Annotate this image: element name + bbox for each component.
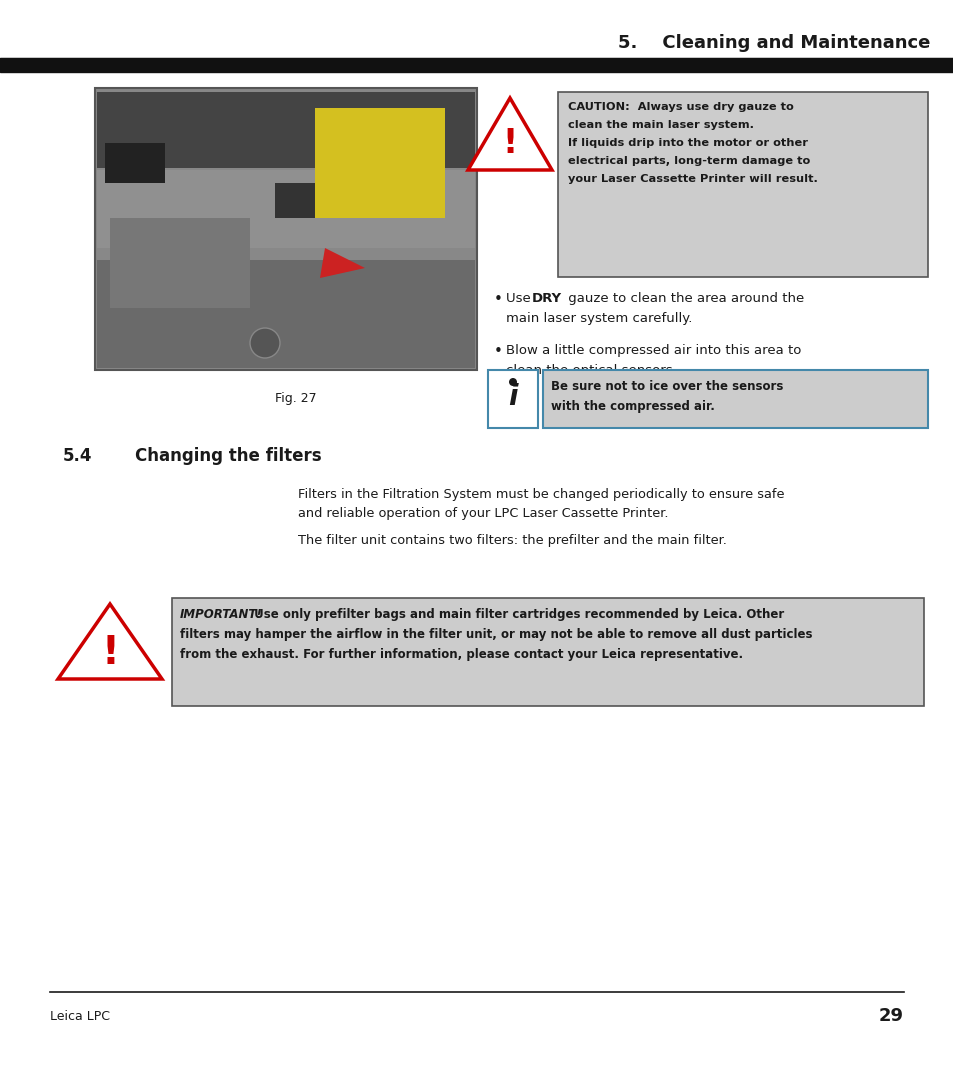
Text: Use only prefilter bags and main filter cartridges recommended by Leica. Other: Use only prefilter bags and main filter … <box>250 608 783 621</box>
Text: gauze to clean the area around the: gauze to clean the area around the <box>563 292 803 305</box>
Text: with the compressed air.: with the compressed air. <box>551 400 714 413</box>
Circle shape <box>250 328 280 357</box>
Bar <box>110 218 250 308</box>
Text: DRY: DRY <box>532 292 561 305</box>
Bar <box>97 170 475 248</box>
Circle shape <box>509 378 517 386</box>
Text: filters may hamper the airflow in the filter unit, or may not be able to remove : filters may hamper the airflow in the fi… <box>180 627 812 642</box>
Polygon shape <box>468 98 552 170</box>
Text: electrical parts, long-term damage to: electrical parts, long-term damage to <box>567 156 809 166</box>
Text: Filters in the Filtration System must be changed periodically to ensure safe: Filters in the Filtration System must be… <box>297 488 783 501</box>
Text: •: • <box>493 292 502 307</box>
Bar <box>558 92 927 276</box>
Bar <box>97 92 475 168</box>
Bar <box>97 260 475 368</box>
Text: clean the optical sensors.: clean the optical sensors. <box>505 364 676 377</box>
Text: Be sure not to ice over the sensors: Be sure not to ice over the sensors <box>551 380 782 393</box>
Text: !: ! <box>101 634 119 672</box>
Text: CAUTION:  Always use dry gauze to: CAUTION: Always use dry gauze to <box>567 102 793 112</box>
Text: 5.4: 5.4 <box>63 447 92 465</box>
Text: If liquids drip into the motor or other: If liquids drip into the motor or other <box>567 138 807 148</box>
Text: from the exhaust. For further information, please contact your Leica representat: from the exhaust. For further informatio… <box>180 648 742 661</box>
Bar <box>488 370 537 428</box>
Text: 5.    Cleaning and Maintenance: 5. Cleaning and Maintenance <box>617 33 929 52</box>
Bar <box>172 598 923 706</box>
Text: your Laser Cassette Printer will result.: your Laser Cassette Printer will result. <box>567 174 817 184</box>
Text: Changing the filters: Changing the filters <box>135 447 321 465</box>
Text: Fig. 27: Fig. 27 <box>274 392 316 405</box>
Text: •: • <box>493 345 502 359</box>
Polygon shape <box>58 604 162 679</box>
Text: Use: Use <box>505 292 535 305</box>
Text: !: ! <box>502 126 517 160</box>
Text: IMPORTANT!: IMPORTANT! <box>180 608 262 621</box>
Text: main laser system carefully.: main laser system carefully. <box>505 312 692 325</box>
Bar <box>314 108 444 218</box>
Text: The filter unit contains two filters: the prefilter and the main filter.: The filter unit contains two filters: th… <box>297 534 726 546</box>
Bar <box>105 143 165 183</box>
Text: Blow a little compressed air into this area to: Blow a little compressed air into this a… <box>505 345 801 357</box>
Text: i: i <box>508 383 517 411</box>
Polygon shape <box>319 248 365 278</box>
Bar <box>95 87 477 370</box>
Text: clean the main laser system.: clean the main laser system. <box>567 120 753 130</box>
Text: Leica LPC: Leica LPC <box>50 1010 110 1023</box>
Text: 29: 29 <box>878 1007 903 1025</box>
Bar <box>0 58 953 72</box>
Bar <box>542 370 927 428</box>
Bar <box>274 183 325 218</box>
Text: and reliable operation of your LPC Laser Cassette Printer.: and reliable operation of your LPC Laser… <box>297 507 668 519</box>
